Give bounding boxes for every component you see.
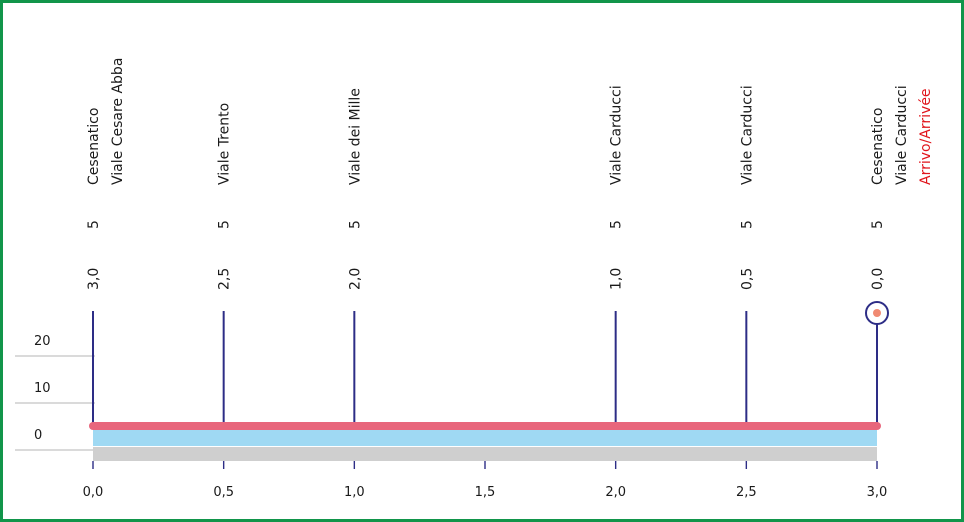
- waypoint-name: Viale Carducci: [739, 85, 755, 185]
- waypoint-name: Viale Carducci: [609, 85, 625, 185]
- waypoint-remaining-km: 2,0: [347, 268, 363, 290]
- waypoint-remaining-km: 0,0: [870, 268, 886, 290]
- profile-fill: [93, 426, 877, 446]
- waypoint-altitude: 5: [217, 220, 233, 229]
- distance-tick-label: 1,5: [475, 485, 496, 500]
- altitude-tick-label: 0: [34, 428, 42, 443]
- distance-tick-label: 0,0: [83, 485, 104, 500]
- waypoint-remaining-km: 2,5: [217, 268, 233, 290]
- waypoint-altitude: 5: [870, 220, 886, 229]
- altitude-tick-label: 10: [34, 381, 51, 396]
- distance-tick-label: 0,5: [213, 485, 234, 500]
- finish-dot: [873, 309, 881, 317]
- ground-strip: [93, 447, 877, 461]
- waypoint-name: Cesenatico: [870, 108, 886, 185]
- distance-tick-label: 1,0: [344, 485, 365, 500]
- waypoint-remaining-km: 3,0: [86, 268, 102, 290]
- waypoint-name: Viale dei Mille: [347, 88, 363, 185]
- waypoint-altitude: 5: [347, 220, 363, 229]
- distance-tick-label: 2,0: [605, 485, 626, 500]
- finish-label: Arrivo/Arrivée: [918, 88, 934, 185]
- distance-tick-label: 2,5: [736, 485, 757, 500]
- altitude-tick-label: 20: [34, 334, 51, 349]
- waypoint-remaining-km: 1,0: [609, 268, 625, 290]
- waypoint-name: Viale Cesare Abba: [110, 58, 126, 185]
- waypoint-name: Cesenatico: [86, 108, 102, 185]
- waypoint-altitude: 5: [609, 220, 625, 229]
- waypoint-name: Viale Carducci: [894, 85, 910, 185]
- waypoint-altitude: 5: [86, 220, 102, 229]
- waypoint-name: Viale Trento: [217, 103, 233, 185]
- distance-tick-label: 3,0: [867, 485, 888, 500]
- waypoint-altitude: 5: [739, 220, 755, 229]
- waypoint-remaining-km: 0,5: [739, 268, 755, 290]
